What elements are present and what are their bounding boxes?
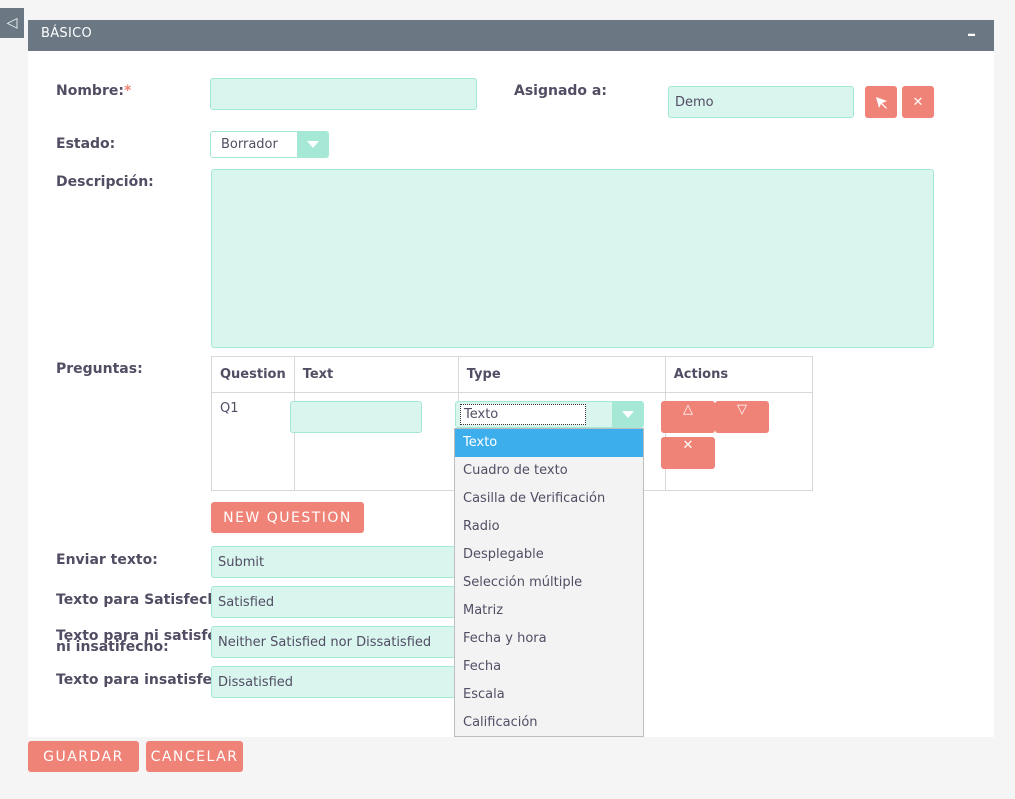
ni-satisfecho-label: Texto para ni satisfecho ni insatifecho: — [56, 628, 245, 655]
select-user-button[interactable] — [865, 86, 897, 118]
question-text-input[interactable] — [290, 401, 422, 433]
estado-label: Estado: — [56, 136, 116, 152]
column-header-text: Text — [293, 356, 459, 393]
type-dropdown-list: Texto Cuadro de texto Casilla de Verific… — [454, 428, 644, 737]
satisfecho-label: Texto para Satisfecho: — [56, 592, 233, 608]
clear-user-button[interactable]: ✕ — [902, 86, 934, 118]
close-icon: ✕ — [912, 94, 924, 110]
triangle-down-icon: ▽ — [737, 402, 747, 417]
select-arrow-icon — [875, 96, 887, 109]
new-question-button[interactable]: NEW QUESTION — [211, 502, 364, 533]
asignado-input[interactable]: Demo — [668, 86, 854, 118]
chevron-down-icon — [612, 402, 643, 427]
dropdown-option[interactable]: Fecha y hora — [463, 631, 547, 646]
sidebar-toggle-button[interactable]: ◁ — [0, 8, 24, 38]
delete-question-button[interactable]: ✕ — [661, 437, 715, 469]
enviar-texto-input[interactable]: Submit — [211, 546, 471, 578]
question-type-value: Texto — [460, 404, 586, 425]
column-header-question: Question — [211, 356, 295, 393]
triangle-up-icon: △ — [683, 402, 693, 417]
panel-title: BÁSICO — [41, 26, 93, 41]
estado-select[interactable]: Borrador — [210, 131, 329, 158]
descripcion-label: Descripción: — [56, 174, 154, 190]
dropdown-option[interactable]: Cuadro de texto — [463, 463, 568, 478]
descripcion-textarea[interactable] — [211, 169, 934, 348]
nombre-label: Nombre:* — [56, 83, 131, 99]
move-down-button[interactable]: ▽ — [715, 401, 769, 433]
question-type-select[interactable]: Texto — [455, 401, 644, 428]
dropdown-option[interactable]: Desplegable — [463, 547, 544, 562]
dropdown-option[interactable]: Selección múltiple — [463, 575, 583, 590]
required-mark: * — [123, 83, 132, 99]
dropdown-option[interactable]: Matriz — [463, 603, 504, 618]
minus-icon[interactable]: – — [967, 24, 976, 45]
estado-value: Borrador — [221, 137, 278, 152]
enviar-texto-label: Enviar texto: — [56, 552, 158, 568]
preguntas-label: Preguntas: — [56, 361, 143, 377]
cancel-button[interactable]: CANCELAR — [146, 741, 243, 772]
panel-header[interactable]: BÁSICO – — [28, 20, 994, 51]
triangle-left-icon: ◁ — [6, 15, 18, 31]
dropdown-option[interactable]: Casilla de Verificación — [463, 491, 606, 506]
insatisfecho-label: Texto para insatisfecho: — [56, 672, 246, 688]
question-cell: Q1 — [211, 392, 295, 491]
asignado-label: Asignado a: — [514, 83, 607, 99]
dropdown-option[interactable]: Radio — [463, 519, 500, 534]
ni-satisfecho-input[interactable]: Neither Satisfied nor Dissatisfied — [211, 626, 471, 658]
nombre-label-text: Nombre: — [56, 83, 124, 99]
chevron-down-icon — [297, 132, 328, 157]
dropdown-option[interactable]: Calificación — [463, 715, 538, 730]
column-header-actions: Actions — [664, 356, 814, 393]
ni-satisfecho-label-line2: ni insatifecho: — [56, 639, 169, 655]
ni-satisfecho-label-line1: Texto para ni satisfecho — [56, 628, 245, 644]
move-up-button[interactable]: △ — [661, 401, 715, 433]
close-icon: ✕ — [682, 438, 694, 453]
save-button[interactable]: GUARDAR — [28, 741, 139, 772]
nombre-input[interactable] — [210, 78, 477, 110]
dropdown-option[interactable]: Fecha — [463, 659, 502, 674]
dropdown-option[interactable]: Texto — [455, 429, 643, 457]
column-header-type: Type — [457, 356, 666, 393]
dropdown-option[interactable]: Escala — [463, 687, 505, 702]
insatisfecho-input[interactable]: Dissatisfied — [211, 666, 471, 698]
satisfecho-input[interactable]: Satisfied — [211, 586, 471, 618]
